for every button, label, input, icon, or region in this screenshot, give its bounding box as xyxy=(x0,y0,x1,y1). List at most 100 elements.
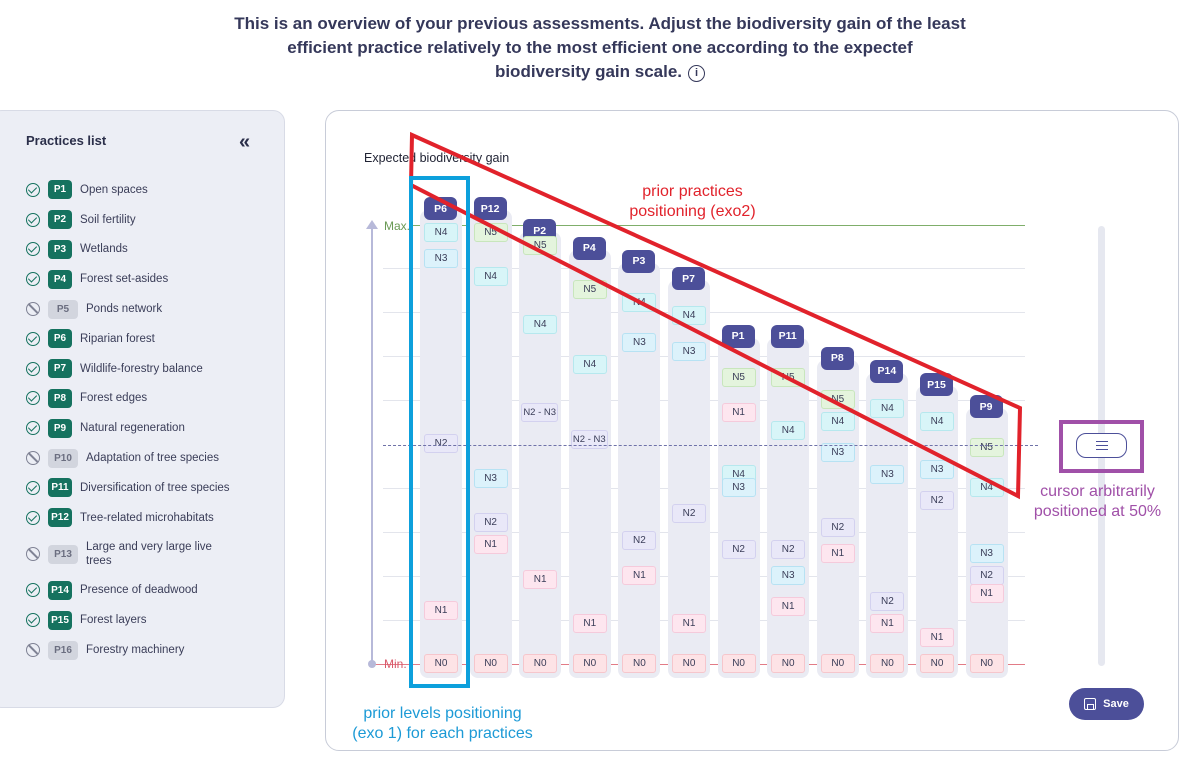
level-chip[interactable]: N4 xyxy=(622,293,657,313)
practice-item-p13[interactable]: P13 Large and very large live trees xyxy=(26,533,276,576)
blue-annotation-rectangle xyxy=(409,176,470,688)
check-circle-icon xyxy=(26,510,40,525)
practice-item-p12[interactable]: P12 Tree-related microhabitats xyxy=(26,503,276,533)
level-chip[interactable]: N3 xyxy=(721,478,756,497)
practice-item-p6[interactable]: P6 Riparian forest xyxy=(26,324,276,354)
practice-item-p3[interactable]: P3 Wetlands xyxy=(26,235,276,265)
practice-chip-p1[interactable]: P1 xyxy=(721,324,755,348)
practice-chip-p7[interactable]: P7 xyxy=(672,267,705,291)
level-chip[interactable]: N1 xyxy=(672,614,706,634)
level-chip[interactable]: N4 xyxy=(820,412,855,431)
practice-item-p16[interactable]: P16 Forestry machinery xyxy=(26,635,276,665)
level-chip[interactable]: N1 xyxy=(870,614,905,634)
level-chip[interactable]: N0 xyxy=(572,654,607,673)
practice-item-p7[interactable]: P7 Wildlife-forestry balance xyxy=(26,354,276,384)
level-chip[interactable]: N2 xyxy=(721,539,756,559)
level-chip[interactable]: N0 xyxy=(424,654,458,673)
level-chip[interactable]: N0 xyxy=(820,654,855,673)
save-button[interactable]: Save xyxy=(1069,688,1144,720)
practice-code-badge: P5 xyxy=(48,299,78,319)
level-chip[interactable]: N2 - N3 xyxy=(521,403,559,423)
practice-item-p14[interactable]: P14 Presence of deadwood xyxy=(26,576,276,606)
level-chip[interactable]: N2 xyxy=(870,592,905,612)
practice-chip-p15[interactable]: P15 xyxy=(920,373,953,396)
practice-item-p1[interactable]: P1 Open spaces xyxy=(26,175,276,205)
level-chip[interactable]: N0 xyxy=(473,654,508,673)
practice-code-badge: P7 xyxy=(48,359,72,379)
level-chip[interactable]: N0 xyxy=(870,654,905,673)
level-chip[interactable]: N4 xyxy=(771,420,806,440)
level-chip[interactable]: N1 xyxy=(721,403,756,423)
level-chip[interactable]: N4 xyxy=(523,315,558,335)
practice-item-p8[interactable]: P8 Forest edges xyxy=(26,384,276,414)
practice-chip-p14[interactable]: P14 xyxy=(870,359,904,383)
level-chip[interactable]: N5 xyxy=(969,438,1004,458)
level-chip[interactable]: N2 xyxy=(820,517,855,537)
level-chip[interactable]: N1 xyxy=(920,627,954,647)
level-chip[interactable]: N4 xyxy=(870,398,905,418)
level-chip[interactable]: N3 xyxy=(870,464,905,484)
level-chip[interactable]: N5 xyxy=(721,368,756,387)
level-chip[interactable]: N1 xyxy=(572,614,607,634)
level-chip[interactable]: N3 xyxy=(473,469,508,489)
info-icon[interactable]: i xyxy=(688,65,706,82)
level-chip[interactable]: N0 xyxy=(523,654,558,673)
practice-chip-p12[interactable]: P12 xyxy=(473,197,507,220)
level-chip[interactable]: N0 xyxy=(622,654,657,673)
practice-chip-p11[interactable]: P11 xyxy=(771,324,805,348)
level-chip[interactable]: N4 xyxy=(672,306,706,326)
level-chip[interactable]: N1 xyxy=(424,601,458,621)
practice-name: Open spaces xyxy=(80,183,148,196)
level-chip[interactable]: N4 xyxy=(473,266,508,286)
level-chip[interactable]: N3 xyxy=(771,566,806,585)
level-chip[interactable]: N5 xyxy=(473,222,508,242)
practice-item-p2[interactable]: P2 Soil fertility xyxy=(26,205,276,235)
level-chip[interactable]: N0 xyxy=(771,654,806,673)
practice-item-p11[interactable]: P11 Diversification of tree species xyxy=(26,473,276,503)
level-chip[interactable]: N1 xyxy=(473,535,508,555)
level-chip[interactable]: N3 xyxy=(920,460,954,480)
level-chip[interactable]: N1 xyxy=(969,583,1004,603)
level-chip[interactable]: N5 xyxy=(771,368,806,387)
practice-item-p10[interactable]: P10 Adaptation of tree species xyxy=(26,443,276,473)
level-chip[interactable]: N3 xyxy=(969,544,1004,563)
practice-chip-p8[interactable]: P8 xyxy=(820,346,854,370)
practice-item-p15[interactable]: P15 Forest layers xyxy=(26,605,276,635)
level-chip[interactable]: N2 xyxy=(920,491,954,511)
level-chip[interactable]: N3 xyxy=(622,332,657,352)
practice-chip-p9[interactable]: P9 xyxy=(969,395,1003,418)
level-chip[interactable]: N2 xyxy=(672,504,706,524)
collapse-sidebar-icon[interactable]: « xyxy=(239,131,251,153)
practice-column-p3 xyxy=(618,262,661,678)
level-chip[interactable]: N0 xyxy=(672,654,706,673)
check-circle-icon xyxy=(26,331,40,346)
practice-name: Forest set-asides xyxy=(80,273,169,286)
level-chip[interactable]: N2 xyxy=(771,539,806,559)
practice-chip-p4[interactable]: P4 xyxy=(572,236,606,260)
level-chip[interactable]: N4 xyxy=(920,412,954,431)
level-chip[interactable]: N4 xyxy=(969,478,1004,497)
level-chip[interactable]: N4 xyxy=(572,354,607,374)
level-chip[interactable]: N1 xyxy=(820,544,855,563)
level-chip[interactable]: N2 xyxy=(969,566,1004,585)
practice-chip-p3[interactable]: P3 xyxy=(622,249,656,273)
level-chip[interactable]: N0 xyxy=(920,654,954,673)
practice-item-p5[interactable]: P5 Ponds network xyxy=(26,294,276,324)
level-chip[interactable]: N1 xyxy=(523,570,558,590)
practice-item-p4[interactable]: P4 Forest set-asides xyxy=(26,264,276,294)
level-chip[interactable]: N5 xyxy=(523,236,558,255)
level-chip[interactable]: N2 xyxy=(473,513,508,533)
forbidden-icon xyxy=(26,547,40,562)
level-chip[interactable]: N1 xyxy=(771,596,806,616)
level-chip[interactable]: N0 xyxy=(721,654,756,673)
level-chip[interactable]: N5 xyxy=(820,390,855,409)
level-chip[interactable]: N3 xyxy=(672,341,706,361)
cursor-handle[interactable] xyxy=(1076,433,1127,458)
level-chip[interactable]: N5 xyxy=(572,280,607,299)
level-chip[interactable]: N0 xyxy=(969,654,1004,673)
level-chip[interactable]: N2 xyxy=(622,530,657,550)
level-chip[interactable]: N1 xyxy=(622,566,657,585)
practice-name: Adaptation of tree species xyxy=(86,452,219,465)
practice-item-p9[interactable]: P9 Natural regeneration xyxy=(26,413,276,443)
practice-code-badge: P15 xyxy=(48,610,72,630)
